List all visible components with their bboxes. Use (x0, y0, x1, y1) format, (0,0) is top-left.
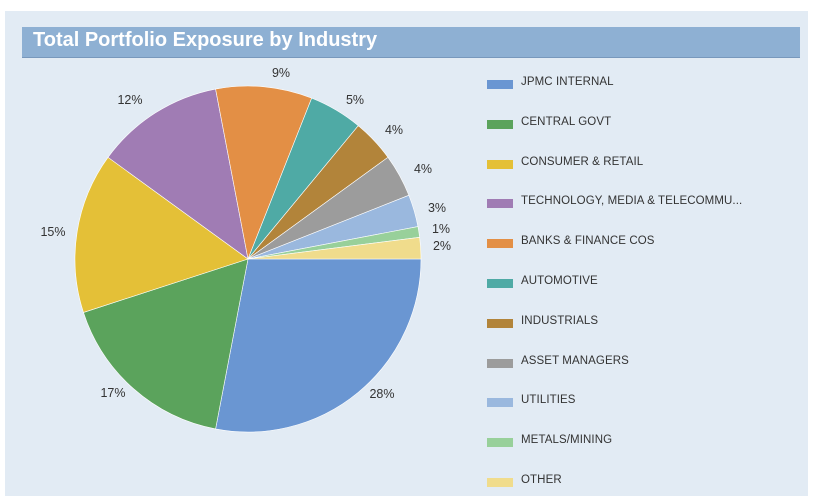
legend-label: CENTRAL GOVT (521, 115, 612, 128)
pie-slice-technology-media-telecommu (107, 88, 249, 260)
legend-swatch (487, 478, 513, 487)
legend-swatch (487, 358, 513, 368)
pie-slice-label: 1% (432, 222, 450, 236)
legend-swatch (487, 279, 513, 288)
legend-item: OTHER (487, 472, 805, 492)
legend-label: OTHER (521, 474, 562, 486)
legend-item: JPMC INTERNAL (487, 74, 805, 94)
legend-label: METALS/MINING (521, 434, 613, 447)
legend-label: ASSET MANAGERS (521, 354, 629, 367)
legend-swatch (487, 239, 513, 249)
legend-label: AUTOMOTIVE (521, 275, 598, 287)
legend-swatch (487, 398, 513, 408)
legend-label: CONSUMER & RETAIL (521, 155, 644, 168)
legend-item: CENTRAL GOVT (487, 114, 805, 134)
pie-slice-label: 28% (369, 387, 394, 401)
pie-slice-label: 5% (346, 93, 364, 107)
pie-slice-banks-finance-cos (215, 85, 313, 261)
pie-slice-label: 17% (100, 386, 125, 400)
legend-label: BANKS & FINANCE COS (521, 235, 655, 248)
pie-slice-other (247, 236, 422, 260)
legend-item: METALS/MINING (487, 432, 805, 452)
legend-swatch (487, 80, 513, 89)
legend-label: INDUSTRIALS (521, 314, 599, 327)
pie-slice-labels: 28% 17% 15% 12% 9% 5% 4% 4% 3% 1% 2% (40, 66, 451, 401)
pie-slice-jpmc-internal (215, 258, 422, 433)
legend-item: AUTOMOTIVE (487, 273, 805, 293)
legend-label: TECHNOLOGY, MEDIA & TELECOMMU... (521, 195, 743, 208)
legend-item: CONSUMER & RETAIL (487, 154, 805, 174)
pie-slices (74, 85, 422, 433)
legend-item: UTILITIES (487, 392, 805, 412)
pie-slice-label: 15% (40, 225, 65, 239)
pie-slice-label: 3% (428, 201, 446, 215)
legend-swatch (487, 318, 513, 328)
legend-swatch (487, 159, 513, 169)
pie-slice-label: 4% (414, 162, 432, 176)
legend-item: ASSET MANAGERS (487, 353, 805, 373)
legend-label: UTILITIES (521, 394, 576, 407)
pie-slice-central-govt (83, 258, 249, 430)
pie-slice-label: 9% (272, 66, 290, 80)
legend-item: TECHNOLOGY, MEDIA & TELECOMMU... (487, 193, 805, 213)
pie-slice-label: 12% (117, 93, 142, 107)
pie-slice-consumer-retail (74, 156, 249, 313)
legend-swatch (487, 438, 513, 448)
legend-label: JPMC INTERNAL (521, 76, 614, 88)
legend-item: BANKS & FINANCE COS (487, 233, 805, 253)
chart-title-bar: Total Portfolio Exposure by Industry (22, 27, 800, 58)
chart-title: Total Portfolio Exposure by Industry (33, 29, 378, 51)
pie-slice-label: 4% (385, 123, 403, 137)
legend-swatch (487, 199, 513, 209)
legend-item: INDUSTRIALS (487, 313, 805, 333)
pie-slice-label: 2% (433, 239, 451, 253)
legend-swatch (487, 119, 513, 129)
